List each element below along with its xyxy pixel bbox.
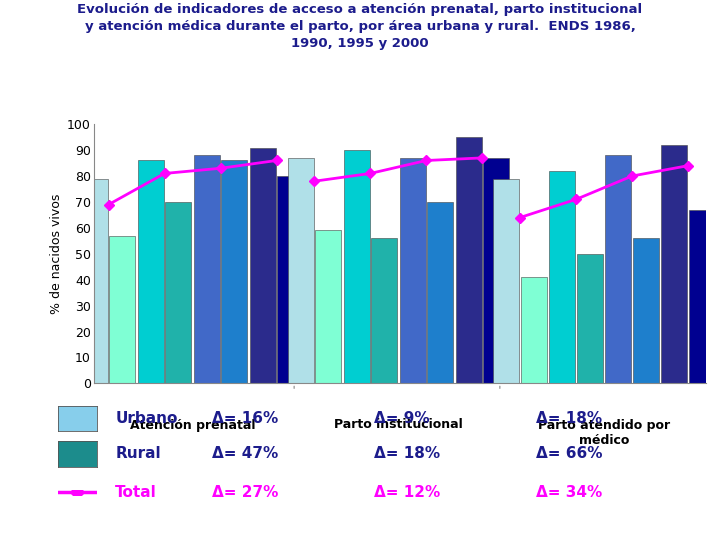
Text: Δ= 9%: Δ= 9% [374, 411, 430, 426]
Text: Δ= 16%: Δ= 16% [212, 411, 279, 426]
Bar [521, 277, 546, 383]
Bar [194, 156, 220, 383]
Text: Total: Total [115, 485, 157, 500]
Bar [277, 176, 303, 383]
Text: Parto institucional: Parto institucional [334, 418, 463, 431]
Text: Δ= 47%: Δ= 47% [212, 446, 279, 461]
Text: Atención prenatal: Atención prenatal [130, 418, 256, 431]
Text: Δ= 34%: Δ= 34% [536, 485, 603, 500]
Bar [493, 179, 519, 383]
Bar [456, 137, 482, 383]
Bar [82, 179, 108, 383]
Bar [109, 235, 135, 383]
Bar [371, 238, 397, 383]
Bar [662, 145, 688, 383]
Bar [577, 254, 603, 383]
Text: Rural: Rural [115, 446, 161, 461]
Text: Parto atendido por
médico: Parto atendido por médico [538, 418, 670, 447]
Text: Evolución de indicadores de acceso a atención prenatal, parto institucional
y at: Evolución de indicadores de acceso a ate… [78, 3, 642, 50]
Bar [138, 160, 164, 383]
Text: Δ= 18%: Δ= 18% [536, 411, 603, 426]
Text: Δ= 12%: Δ= 12% [374, 485, 441, 500]
Bar [250, 147, 276, 383]
Bar [343, 150, 369, 383]
Bar [287, 158, 314, 383]
Text: Urbano: Urbano [115, 411, 178, 426]
Bar [315, 231, 341, 383]
Bar [549, 171, 575, 383]
Bar [221, 160, 247, 383]
Bar [483, 158, 509, 383]
Text: Δ= 27%: Δ= 27% [212, 485, 279, 500]
Bar [633, 238, 659, 383]
Bar [400, 158, 426, 383]
Bar [688, 210, 715, 383]
Bar [606, 156, 631, 383]
Text: Δ= 18%: Δ= 18% [374, 446, 441, 461]
Bar [165, 202, 192, 383]
Bar [427, 202, 453, 383]
Y-axis label: % de nacidos vivos: % de nacidos vivos [50, 194, 63, 314]
Text: Δ= 66%: Δ= 66% [536, 446, 603, 461]
